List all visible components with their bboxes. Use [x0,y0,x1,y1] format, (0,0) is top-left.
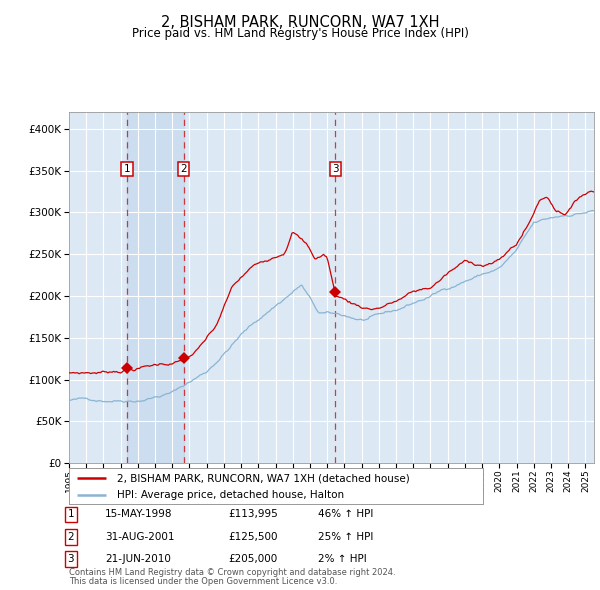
Text: 2: 2 [181,164,187,174]
Text: 2% ↑ HPI: 2% ↑ HPI [318,555,367,564]
Text: 31-AUG-2001: 31-AUG-2001 [105,532,175,542]
Text: 2, BISHAM PARK, RUNCORN, WA7 1XH: 2, BISHAM PARK, RUNCORN, WA7 1XH [161,15,439,30]
Text: 1: 1 [124,164,130,174]
Text: 25% ↑ HPI: 25% ↑ HPI [318,532,373,542]
Text: Contains HM Land Registry data © Crown copyright and database right 2024.: Contains HM Land Registry data © Crown c… [69,568,395,577]
Bar [127,112,184,463]
Text: This data is licensed under the Open Government Licence v3.0.: This data is licensed under the Open Gov… [69,577,337,586]
Text: 15-MAY-1998: 15-MAY-1998 [105,510,173,519]
Text: £125,500: £125,500 [228,532,277,542]
Text: HPI: Average price, detached house, Halton: HPI: Average price, detached house, Halt… [116,490,344,500]
Text: 21-JUN-2010: 21-JUN-2010 [105,555,171,564]
Text: 46% ↑ HPI: 46% ↑ HPI [318,510,373,519]
Text: 2, BISHAM PARK, RUNCORN, WA7 1XH (detached house): 2, BISHAM PARK, RUNCORN, WA7 1XH (detach… [116,473,409,483]
Text: £205,000: £205,000 [228,555,277,564]
Text: 3: 3 [332,164,338,174]
Text: Price paid vs. HM Land Registry's House Price Index (HPI): Price paid vs. HM Land Registry's House … [131,27,469,40]
Text: 2: 2 [67,532,74,542]
Text: £113,995: £113,995 [228,510,278,519]
Text: 3: 3 [67,555,74,564]
Text: 1: 1 [67,510,74,519]
